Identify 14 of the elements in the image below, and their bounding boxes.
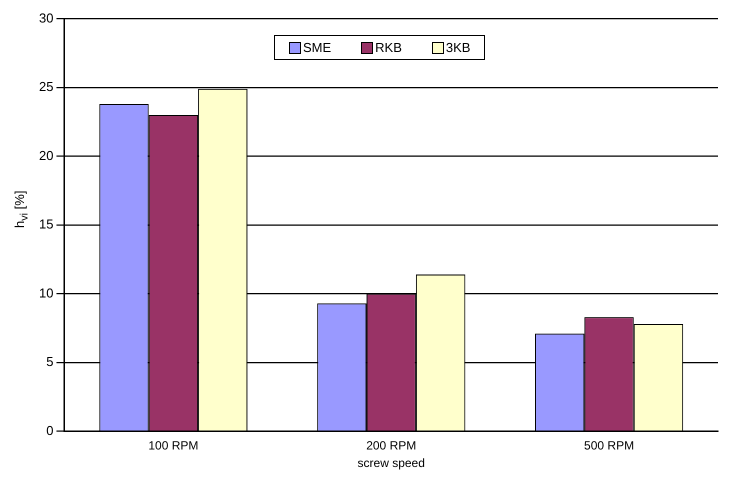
x-tick-label: 100 RPM (148, 438, 198, 453)
x-tick-label: 200 RPM (366, 438, 416, 453)
y-tick-label: 5 (46, 354, 54, 370)
y-tick-label: 0 (46, 422, 54, 438)
y-tick-label: 15 (38, 216, 54, 232)
x-axis-title: screw speed (358, 456, 425, 470)
y-tick-label: 25 (38, 79, 54, 94)
legend-label: SME (303, 40, 332, 55)
y-tick-label: 30 (38, 10, 54, 26)
legend-label: RKB (375, 40, 402, 55)
y-tick-label: 10 (38, 285, 54, 300)
legend-label: 3KB (446, 40, 470, 55)
y-tick-label: 20 (38, 148, 54, 163)
x-tick-label: 500 RPM (584, 438, 634, 453)
